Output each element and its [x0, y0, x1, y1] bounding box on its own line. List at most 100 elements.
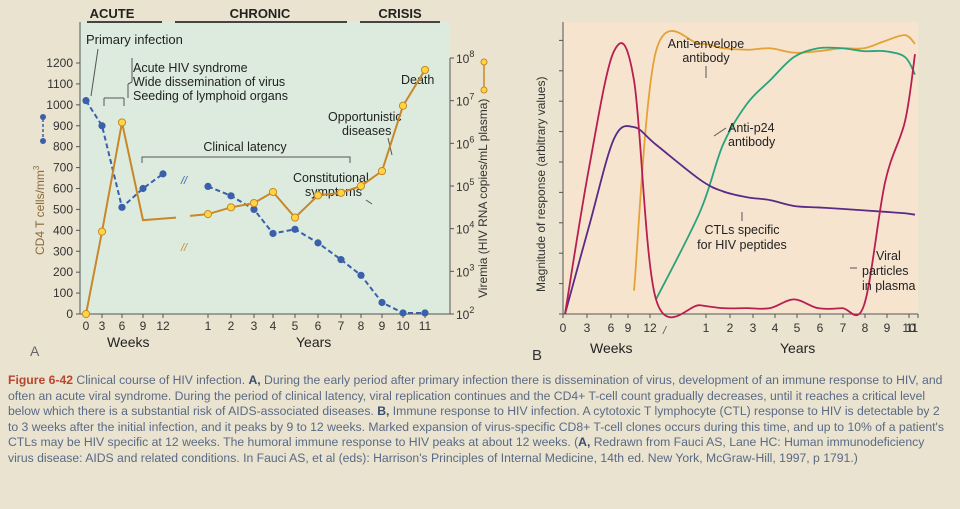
cd4-legend-marker — [40, 114, 46, 120]
panel-b-x-tick-label: 9 — [884, 321, 891, 335]
viremia-legend-marker — [480, 86, 488, 94]
panel-b-x-tick-label: 2 — [727, 321, 734, 335]
left-axis-tick-label: 800 — [53, 140, 73, 154]
panel-a-ylabel-right: Viremia (HIV RNA copies/mL plasma) — [476, 99, 490, 298]
annotation-primary-infection: Primary infection — [86, 32, 183, 47]
cd4-data-point — [118, 203, 126, 211]
left-axis-tick-label: 400 — [53, 223, 73, 237]
viremia-data-point — [81, 309, 91, 319]
annotation-anti-envelope-2: antibody — [682, 51, 730, 65]
caption-part-2: During the early period after primary in… — [8, 373, 943, 419]
panel-a-x-tick-label: 0 — [83, 319, 90, 333]
panel-a-x-tick-label: 6 — [119, 319, 126, 333]
caption-a-label: A, — [248, 373, 261, 387]
panel-a-x-tick-label: 11 — [419, 319, 432, 333]
right-axis-tick-label: 106 — [456, 134, 474, 151]
panel-b-x-tick-label: 10 — [902, 321, 916, 335]
panel-b-x-tick-label: 9 — [625, 321, 632, 335]
left-axis-tick-label: 300 — [53, 244, 73, 258]
figure-chart: ACUTE CHRONIC CRISIS 0100200300400500600… — [30, 6, 919, 364]
panel-a-x-tick-label: 3 — [99, 319, 106, 333]
panel-a-plot-bg — [80, 22, 450, 314]
right-axis-tick-label: 104 — [456, 220, 474, 237]
cd4-data-point — [250, 205, 258, 214]
annotation-anti-p24-1: Anti-p24 — [728, 121, 775, 135]
left-axis-tick-label: 1000 — [46, 98, 73, 112]
figure-caption: Figure 6-42 Clinical course of HIV infec… — [8, 373, 950, 467]
panel-b-letter: B — [532, 347, 542, 364]
cd4-data-point — [139, 184, 147, 193]
right-axis-tick-label: 103 — [456, 262, 474, 279]
cd4-data-point — [337, 256, 345, 264]
right-axis-tick-label: 105 — [456, 177, 474, 194]
panel-b-xlabel-years: Years — [780, 340, 815, 356]
viremia-data-point — [226, 203, 236, 212]
viral-particles-series-line — [564, 42, 916, 319]
panel-a-x-tick-label: 5 — [292, 319, 299, 333]
left-axis-tick-label: 700 — [53, 161, 73, 175]
panel-b-x-tick-label: 6 — [817, 321, 824, 335]
ctl-series-line — [564, 125, 916, 315]
left-axis-tick-label: 500 — [53, 202, 73, 216]
annotation-ctl-2: for HIV peptides — [697, 238, 787, 252]
left-axis-tick-label: 1200 — [46, 56, 73, 70]
annotation-clinical-latency: Clinical latency — [203, 140, 287, 154]
caption-figure-label: Figure 6-42 — [8, 373, 74, 387]
viremia-data-point — [117, 118, 127, 127]
caption-b-label: B, — [377, 404, 390, 419]
panel-a-x-tick-label: 2 — [228, 319, 235, 333]
annotation-constitutional-1: Constitutional — [293, 171, 369, 185]
viremia-data-point — [290, 213, 300, 222]
panel-b-plot-bg — [563, 22, 918, 314]
viremia-legend-marker — [480, 58, 488, 66]
svg-text://: // — [180, 175, 188, 187]
annotation-anti-envelope-1: Anti-envelope — [668, 37, 744, 51]
annotation-viral-1: Viral — [876, 249, 901, 263]
panel-a-x-tick-label: 4 — [270, 319, 277, 333]
annotation-opportunistic-1: Opportunistic — [328, 110, 402, 124]
viremia-data-point — [97, 227, 107, 236]
left-axis-tick-label: 900 — [53, 119, 73, 133]
viremia-data-point — [268, 187, 278, 197]
cd4-data-point — [291, 225, 299, 233]
cd4-data-point — [421, 309, 429, 317]
left-axis-tick-label: 100 — [53, 286, 73, 300]
left-axis-tick-label: 0 — [66, 307, 73, 321]
panel-b-x-tick-label: 3 — [584, 321, 591, 335]
annotation-ctl-1: CTLs specific — [704, 223, 779, 237]
caption-part-3: Immune response to HIV infection. A cyto… — [8, 404, 944, 450]
phase-label-crisis: CRISIS — [378, 6, 422, 21]
panel-b-x-tick-label: 8 — [862, 321, 869, 335]
panel-a-x-tick-label: 12 — [156, 319, 170, 333]
caption-a-label-2: A, — [578, 435, 591, 450]
panel-b-xlabel-weeks: Weeks — [590, 340, 633, 356]
viremia-data-point — [313, 191, 323, 200]
cd4-data-point — [399, 309, 407, 317]
panel-a-letter: A — [30, 343, 40, 359]
panel-a-x-tick-label: 9 — [140, 319, 147, 333]
panel-a-ylabel-left: CD4 T cells/mm3 — [32, 165, 47, 255]
cd4-legend-marker — [40, 138, 46, 144]
annotation-acute-1: Acute HIV syndrome — [133, 61, 248, 75]
panel-a-x-tick-label: 3 — [251, 319, 258, 333]
panel-a-x-tick-label: 6 — [315, 319, 322, 333]
viremia-data-point — [420, 65, 430, 75]
cd4-data-point — [82, 97, 90, 105]
annotation-constitutional-2: symptoms — [305, 185, 362, 199]
cd4-data-point — [357, 271, 365, 279]
viremia-data-point — [203, 210, 213, 219]
panel-a-x-tick-label: 7 — [338, 319, 345, 333]
panel-b-x-tick-label: 3 — [750, 321, 757, 335]
viremia-data-point — [249, 198, 259, 208]
cd4-data-point — [98, 122, 106, 130]
left-axis-tick-label: 600 — [53, 182, 73, 196]
panel-b-x-tick-label: 5 — [794, 321, 801, 335]
panel-b-x-tick-label: 4 — [772, 321, 779, 335]
caption-part-4: Redrawn from Fauci AS, Lane HC: Human im… — [8, 435, 925, 465]
panel-b-x-tick-label: 1 — [703, 321, 710, 335]
panel-a-x-tick-label: 8 — [358, 319, 365, 333]
annotation-viral-3: in plasma — [862, 279, 916, 293]
cd4-data-point — [314, 239, 322, 247]
anti-p24-series-line — [655, 46, 916, 300]
